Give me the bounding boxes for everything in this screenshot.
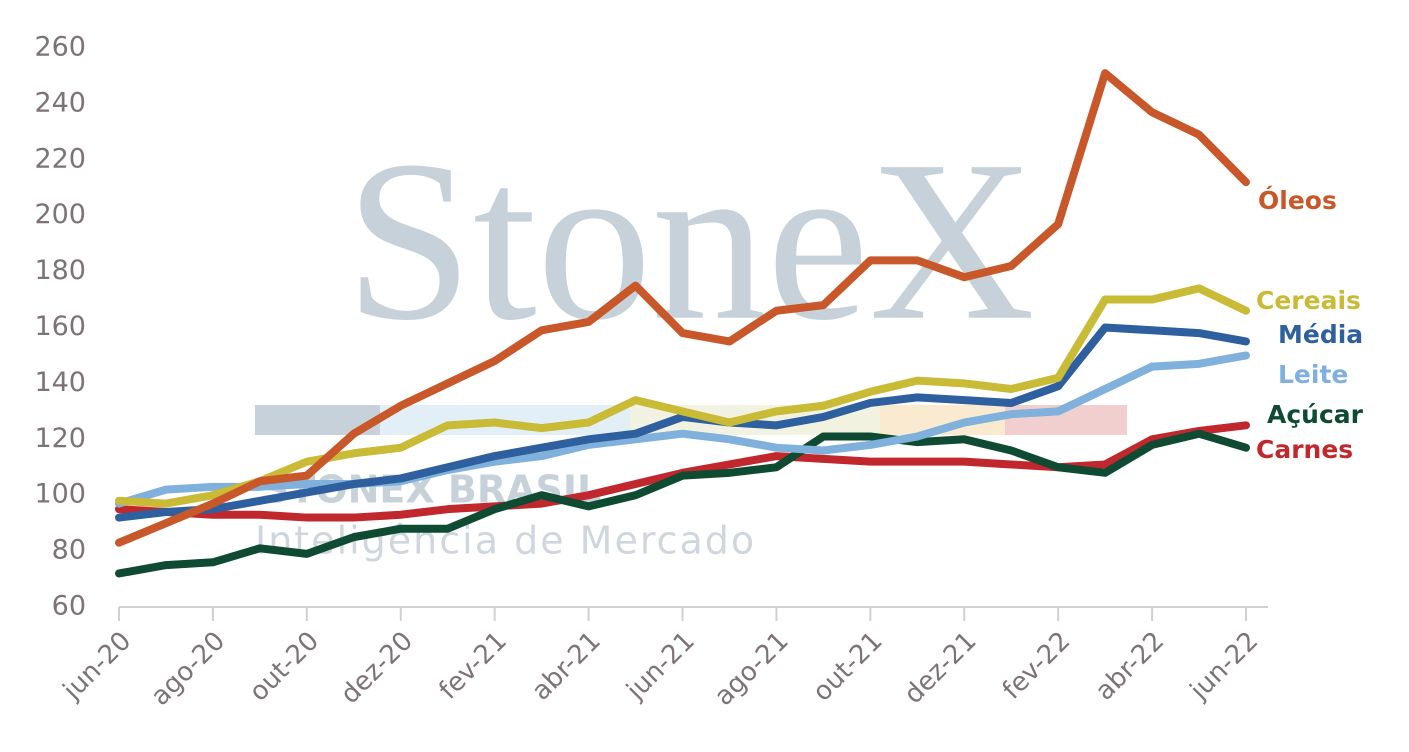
x-tick-label: fev-21 [434,626,513,705]
x-tick-label: ago-21 [709,626,795,712]
series-line [115,351,1250,508]
y-tick-label: 200 [34,199,86,230]
x-tick-label: abr-22 [1090,626,1171,707]
series-label: Leite [1278,360,1348,389]
series-label: Óleos [1258,185,1337,215]
y-tick-label: 240 [34,87,86,118]
x-tick-label: jun-21 [620,626,700,706]
x-tick-label: out-20 [244,626,325,707]
watermark-tagline: Inteligência de Mercado [255,519,756,563]
y-tick-label: 140 [34,367,86,398]
x-tick-label: dez-20 [335,626,419,710]
x-tick-label: dez-21 [899,626,983,710]
y-tick-label: 160 [34,311,86,342]
y-tick-label: 180 [34,255,86,286]
y-tick-label: 80 [52,535,86,566]
y-tick-label: 260 [34,32,86,63]
y-tick-label: 220 [34,143,86,174]
series-line [115,429,1250,578]
x-tick-label: ago-20 [145,626,231,712]
series-line [115,323,1250,522]
y-tick-label: 120 [34,423,86,454]
x-tick-label: abr-21 [526,626,607,707]
series-label: Média [1278,320,1363,349]
y-tick-label: 100 [34,479,86,510]
x-tick-label: out-21 [807,626,888,707]
watermark-brand: StoneX [345,113,1035,368]
series-label: Carnes [1256,435,1353,464]
x-tick-label: jun-22 [1184,626,1264,706]
series-line [115,284,1250,508]
series-label: Açúcar [1267,400,1364,429]
series-line [115,69,1250,547]
series-label: Cereais [1256,286,1361,315]
y-tick-label: 60 [52,591,86,622]
x-tick-label: fev-22 [997,626,1076,705]
x-tick-label: jun-20 [57,626,137,706]
